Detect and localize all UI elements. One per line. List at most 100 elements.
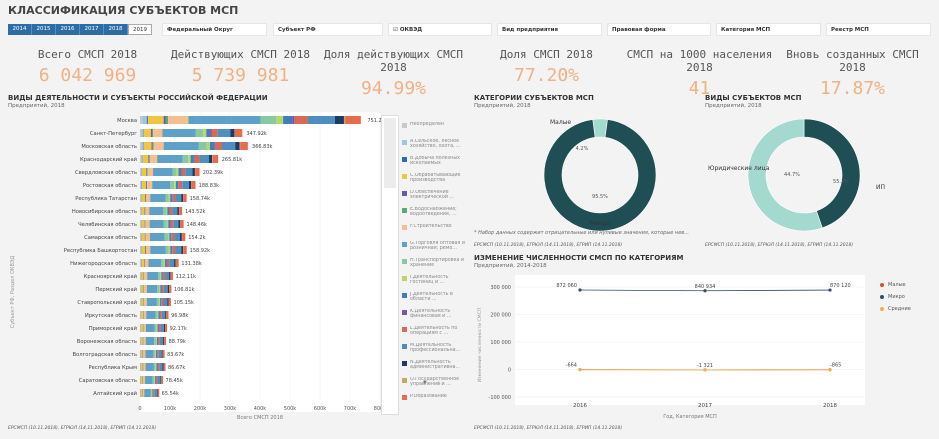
series-point[interactable] xyxy=(828,368,832,372)
bar-segment[interactable] xyxy=(144,389,151,397)
bar-segment[interactable] xyxy=(164,233,168,241)
bar-segment[interactable] xyxy=(168,246,171,254)
bar-segment[interactable] xyxy=(142,155,149,163)
bar-segment[interactable] xyxy=(191,181,196,189)
bar-segment[interactable] xyxy=(140,155,143,163)
bar-segment[interactable] xyxy=(172,194,176,202)
bar-segment[interactable] xyxy=(163,259,166,267)
bar-segment[interactable] xyxy=(152,142,154,150)
filter-legal-form[interactable]: Правовая форма xyxy=(607,23,711,36)
bar-segment[interactable] xyxy=(140,389,143,397)
bar-segment[interactable] xyxy=(175,259,179,267)
bar-segment[interactable] xyxy=(164,337,167,345)
bar-segment[interactable] xyxy=(167,207,170,215)
legend-scroll-down-icon[interactable]: ▼ xyxy=(423,379,427,386)
bar-segment[interactable] xyxy=(157,311,159,319)
series-point[interactable] xyxy=(578,368,582,372)
bar-segment[interactable] xyxy=(212,155,219,163)
bar-segment[interactable] xyxy=(170,220,174,228)
legend-item[interactable]: D.Обеспечение электрической ... xyxy=(402,190,468,205)
bar-segment[interactable] xyxy=(149,233,165,241)
bar-segment[interactable] xyxy=(167,233,170,241)
bar-segment[interactable] xyxy=(141,181,146,189)
bar-segment[interactable] xyxy=(210,129,212,137)
bar-chart[interactable]: 0 100k 200k 300k 400k 500k 600k 700k 800k Москва 7… xyxy=(0,112,400,424)
legend-item[interactable]: O.Государственное управление и ... xyxy=(402,377,468,392)
bar-segment[interactable] xyxy=(141,285,144,293)
bar-segment[interactable] xyxy=(211,129,218,137)
bar-segment[interactable] xyxy=(157,285,160,293)
bar-segment[interactable] xyxy=(141,259,145,267)
bar-segment[interactable] xyxy=(153,142,164,150)
bar-segment[interactable] xyxy=(175,181,179,189)
bar-segment[interactable] xyxy=(146,116,148,124)
bar-segment[interactable] xyxy=(140,259,142,267)
bar-segment[interactable] xyxy=(182,233,186,241)
donut-slice[interactable] xyxy=(543,119,657,232)
bar-segment[interactable] xyxy=(145,350,154,358)
bar-segment[interactable] xyxy=(141,142,144,150)
bar-segment[interactable] xyxy=(153,363,156,371)
bar-segment[interactable] xyxy=(260,116,277,124)
bar-segment[interactable] xyxy=(176,168,179,176)
bar-segment[interactable] xyxy=(151,142,153,150)
bar-segment[interactable] xyxy=(163,207,167,215)
bar-segment[interactable] xyxy=(192,168,195,176)
bar-segment[interactable] xyxy=(140,324,143,332)
bar-segment[interactable] xyxy=(143,350,146,358)
bar-segment[interactable] xyxy=(154,337,157,345)
legend-item[interactable]: J.Деятельность в области ... xyxy=(402,292,468,307)
bar-segment[interactable] xyxy=(170,194,173,202)
bar-segment[interactable] xyxy=(161,272,163,280)
bar-segment[interactable] xyxy=(161,298,164,306)
bar-segment[interactable] xyxy=(140,129,142,137)
bar-segment[interactable] xyxy=(158,337,160,345)
bar-segment[interactable] xyxy=(178,220,181,228)
bar-segment[interactable] xyxy=(170,246,173,254)
bar-segment[interactable] xyxy=(170,272,173,280)
bar-segment[interactable] xyxy=(163,363,166,371)
bar-segment[interactable] xyxy=(142,389,145,397)
bar-segment[interactable] xyxy=(155,311,158,319)
bar-segment[interactable] xyxy=(189,181,192,189)
bar-segment[interactable] xyxy=(143,129,151,137)
bar-segment[interactable] xyxy=(160,298,162,306)
bar-segment[interactable] xyxy=(154,324,157,332)
bar-segment[interactable] xyxy=(167,298,169,306)
bar-segment[interactable] xyxy=(206,129,211,137)
bar-segment[interactable] xyxy=(149,220,164,228)
bar-segment[interactable] xyxy=(180,233,182,241)
bar-segment[interactable] xyxy=(140,363,141,371)
bar-segment[interactable] xyxy=(169,272,171,280)
bar-segment[interactable] xyxy=(140,311,141,319)
bar-segment[interactable] xyxy=(140,246,142,254)
categories-donut[interactable]: Малые 4.2% Микро 95.5% xyxy=(530,110,670,240)
bar-segment[interactable] xyxy=(172,207,178,215)
legend-item[interactable]: E.Водоснабжение; водоотведение, ... xyxy=(402,207,468,222)
bar-segment[interactable] xyxy=(217,129,231,137)
bar-segment[interactable] xyxy=(345,116,361,124)
bar-segment[interactable] xyxy=(149,207,164,215)
bar-segment[interactable] xyxy=(169,259,175,267)
legend-item[interactable]: F.Строительство xyxy=(402,224,468,239)
bar-segment[interactable] xyxy=(152,376,155,384)
bar-segment[interactable] xyxy=(141,246,146,254)
bar-segment[interactable] xyxy=(145,363,154,371)
bar-segment[interactable] xyxy=(165,272,170,280)
bar-segment[interactable] xyxy=(203,129,207,137)
bar-segment[interactable] xyxy=(157,389,160,397)
bar-segment[interactable] xyxy=(173,220,179,228)
bar-segment[interactable] xyxy=(142,376,146,384)
bar-segment[interactable] xyxy=(165,324,168,332)
bar-segment[interactable] xyxy=(165,311,167,319)
bar-segment[interactable] xyxy=(143,311,147,319)
bar-segment[interactable] xyxy=(169,233,172,241)
bar-segment[interactable] xyxy=(163,142,199,150)
bar-segment[interactable] xyxy=(199,155,209,163)
bar-segment[interactable] xyxy=(140,363,143,371)
donut-slice[interactable] xyxy=(803,118,861,229)
line-chart[interactable]: 300 000 200 000 100 000 0 -100 000 2016 2017 20… xyxy=(470,275,870,425)
filter-okved[interactable]: ☑ ОКВЭД xyxy=(388,23,492,36)
year-tab-2017[interactable]: 2017 xyxy=(80,24,104,35)
types-donut[interactable]: Юридические лица 44.7% ИП 55.3% xyxy=(700,110,900,240)
